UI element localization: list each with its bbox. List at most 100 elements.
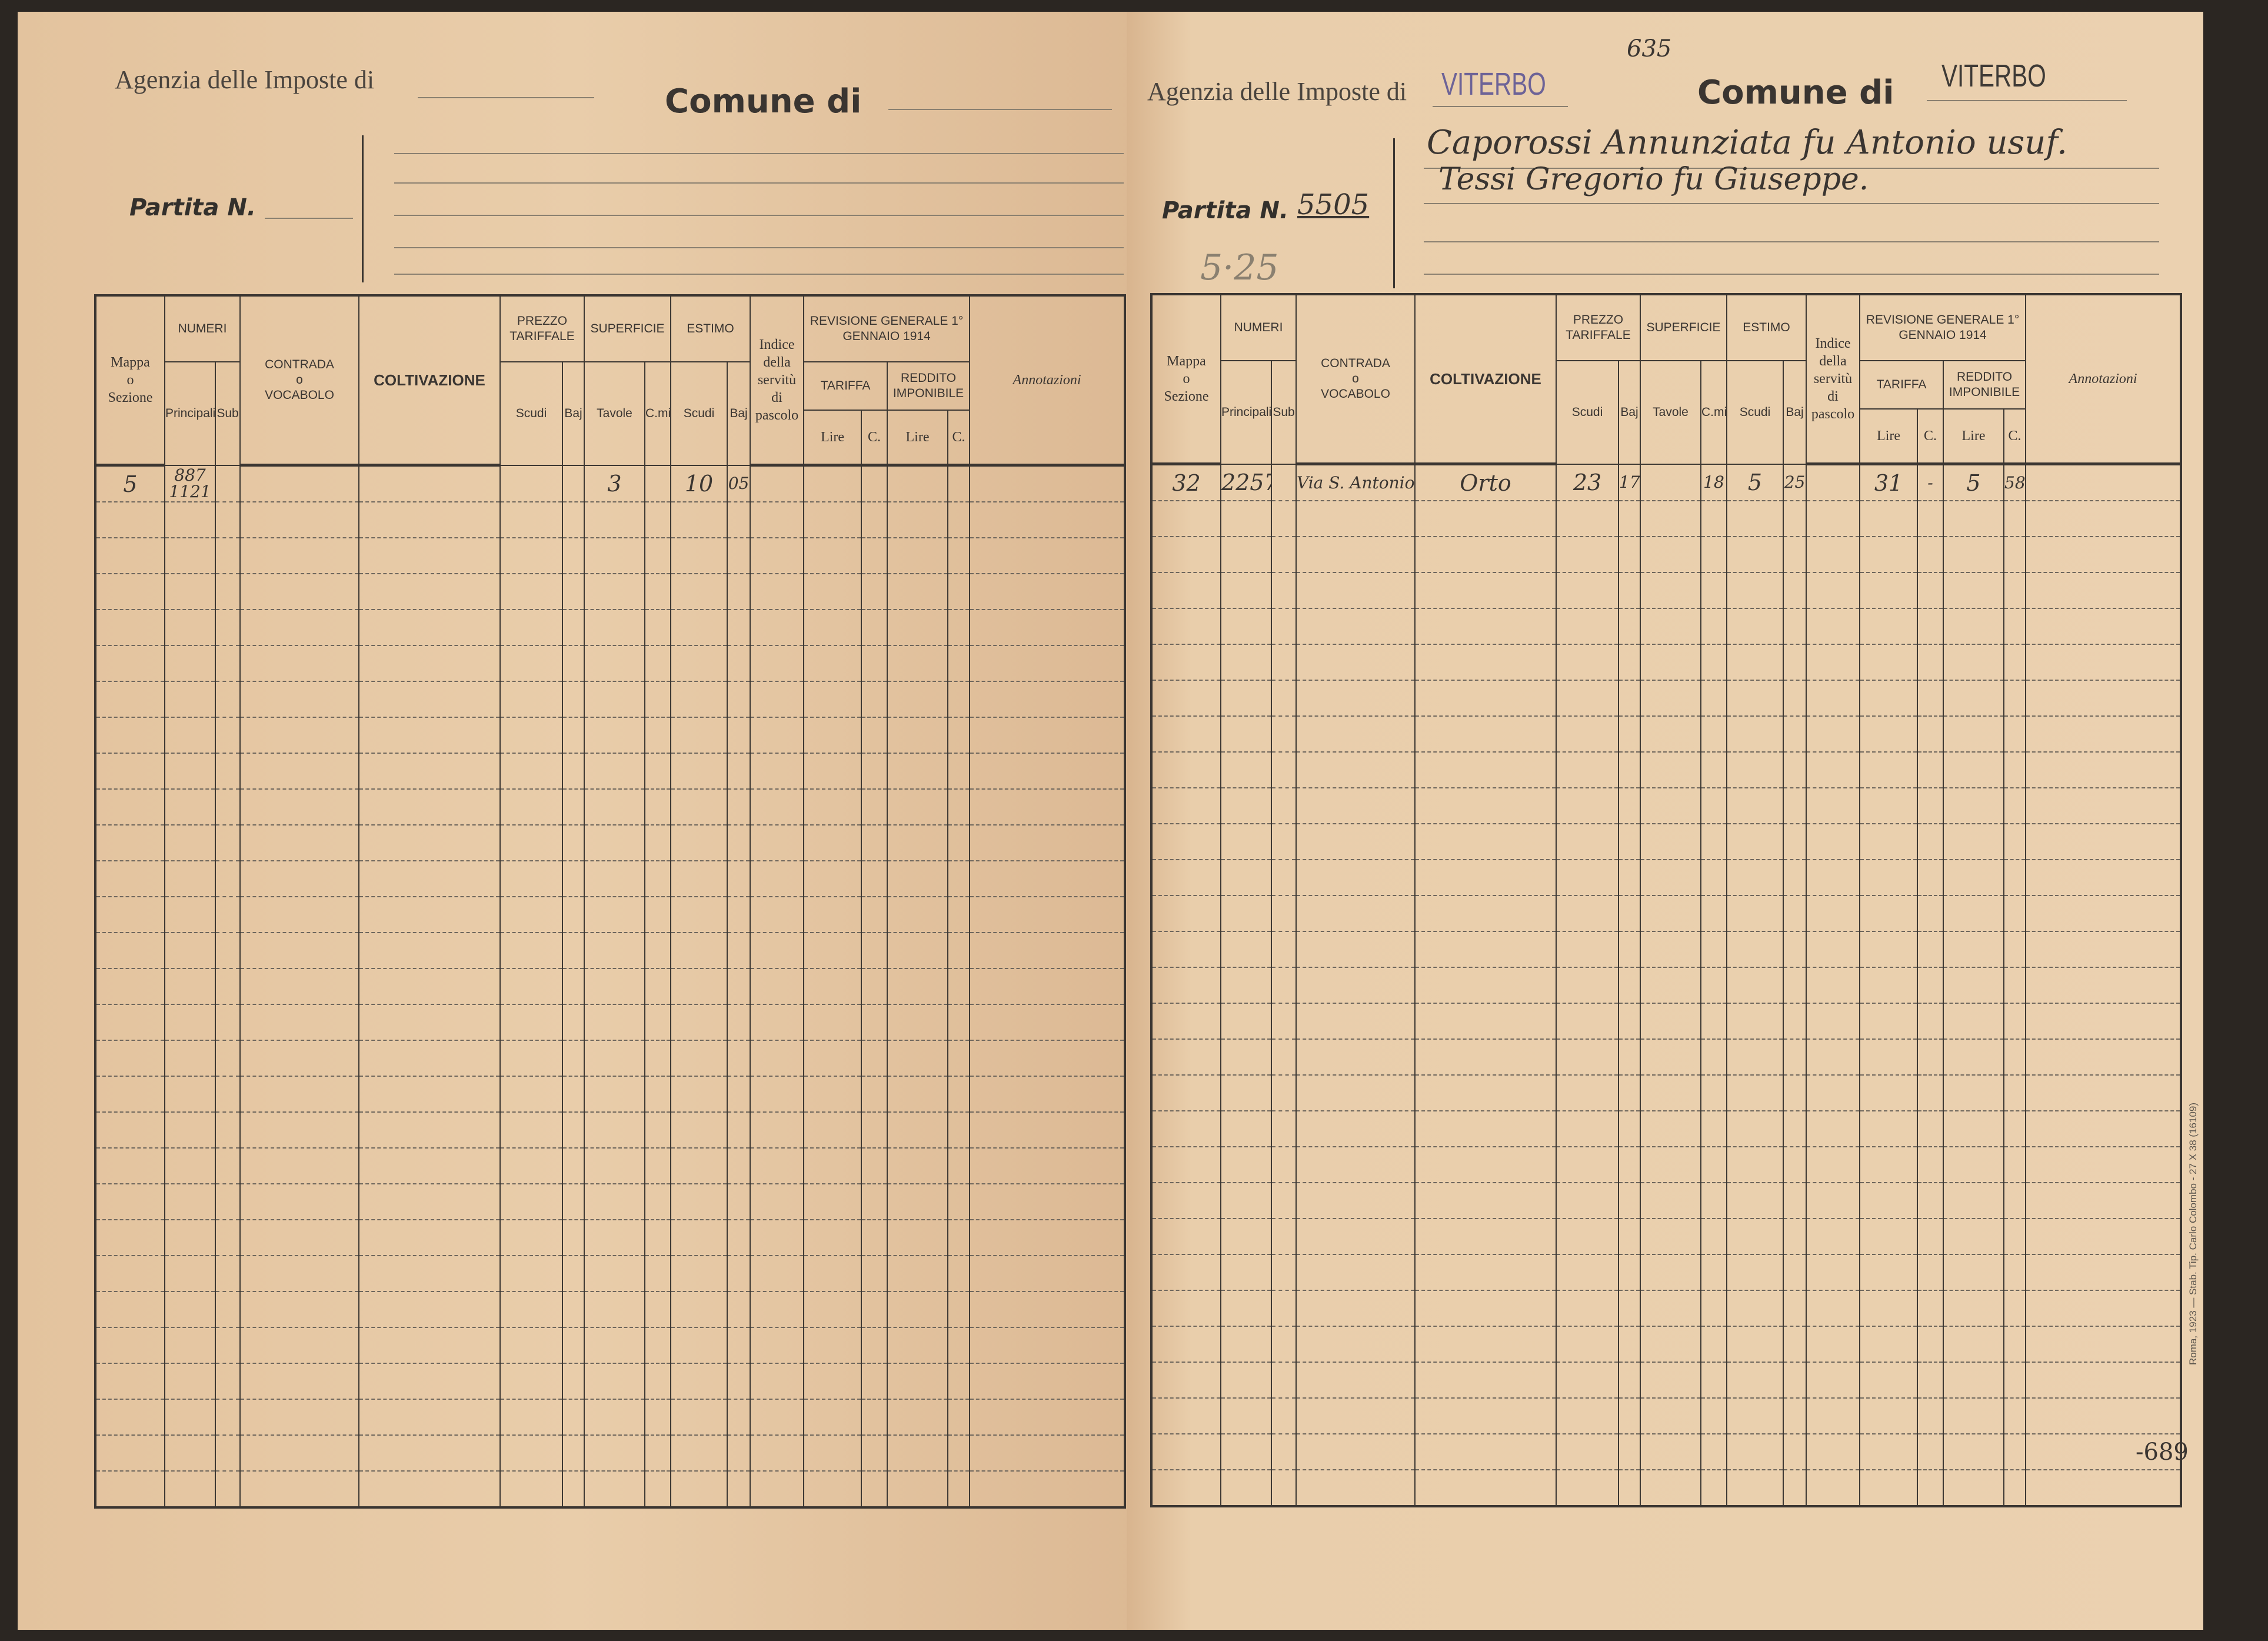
cell-p-baj (1618, 1147, 1641, 1183)
cell-p-baj (562, 1112, 585, 1149)
cell-cmi (1700, 644, 1727, 681)
cell-e-scudi (670, 1256, 728, 1292)
cell-t-lire (1859, 1254, 1919, 1291)
cell-principali (164, 610, 216, 646)
cell-e-baj: 25 (1782, 464, 1807, 501)
col-reddito-lire: Lire (887, 410, 949, 467)
col-estimo-baj: Baj (726, 362, 751, 466)
cell-sub (215, 538, 241, 574)
cell-contrada (1295, 680, 1416, 717)
partita-line (265, 218, 353, 219)
cell-coltivazione (358, 502, 501, 538)
cell-coltivazione (1414, 824, 1557, 860)
cell-principali (1220, 572, 1272, 609)
cell-tavole (1640, 1254, 1701, 1291)
cell-coltivazione (1414, 1290, 1557, 1327)
cell-t-c (1917, 1183, 1944, 1219)
cell-r-c (2003, 1147, 2027, 1183)
cell-e-baj (1782, 1039, 1807, 1076)
cell-sub (1271, 860, 1297, 896)
cell-sub (1271, 1254, 1297, 1291)
owner-line (1424, 203, 2159, 204)
cell-t-lire (1859, 1075, 1919, 1111)
table-row (95, 1435, 1126, 1472)
cell-mappa (1151, 788, 1221, 824)
cell-cmi (1700, 572, 1727, 609)
cell-principali (164, 717, 216, 754)
cell-t-lire (1859, 1362, 1919, 1399)
table-row (95, 1184, 1126, 1220)
cell-principali (164, 1292, 216, 1328)
table-row (1151, 1111, 2182, 1147)
cell-sub (215, 753, 241, 790)
cell-r-c (2003, 716, 2027, 753)
cell-t-c (1917, 680, 1944, 717)
cell-cmi (644, 610, 671, 646)
cell-contrada (239, 1004, 359, 1041)
table-row (95, 1471, 1126, 1508)
cell-indice (750, 1076, 805, 1113)
table-row (95, 1327, 1126, 1364)
cell-annotazioni (2025, 824, 2182, 860)
cell-r-lire (1943, 860, 2005, 896)
cell-p-scudi (1556, 572, 1619, 609)
cell-mappa (95, 1363, 165, 1400)
cell-e-scudi (670, 681, 728, 718)
cell-annotazioni (2025, 1326, 2182, 1363)
cell-t-c (861, 861, 888, 897)
cell-e-scudi (1726, 1326, 1784, 1363)
cell-tavole (1640, 1434, 1701, 1470)
cell-p-scudi (499, 1256, 563, 1292)
cell-e-baj (726, 897, 751, 933)
cell-contrada (1295, 1003, 1416, 1040)
owner-line (1424, 241, 2159, 242)
cell-r-lire (887, 1184, 949, 1220)
cell-coltivazione (358, 465, 501, 502)
cell-t-c (1917, 1039, 1944, 1076)
cell-e-scudi (1726, 1434, 1784, 1470)
cell-p-scudi (499, 933, 563, 969)
cell-e-baj (726, 1256, 751, 1292)
cell-mappa (1151, 1290, 1221, 1327)
cell-principali (1220, 501, 1272, 537)
cell-annotazioni (2025, 752, 2182, 788)
cell-annotazioni (2025, 931, 2182, 968)
cell-principali (164, 1471, 216, 1508)
cell-t-c (861, 645, 888, 682)
cell-principali (164, 681, 216, 718)
cell-contrada (239, 1148, 359, 1184)
cell-t-c (861, 1004, 888, 1041)
cell-indice (1806, 1183, 1861, 1219)
cell-mappa: 32 (1151, 464, 1221, 501)
cell-cmi (1700, 1362, 1727, 1399)
cell-r-c (2003, 608, 2027, 645)
cell-indice (1806, 1470, 1861, 1507)
cell-cmi (644, 1220, 671, 1256)
partita-label: Partita N. (1162, 197, 1289, 224)
cell-e-baj (726, 825, 751, 861)
cell-coltivazione (358, 717, 501, 754)
cell-annotazioni (2025, 788, 2182, 824)
cell-principali (164, 1040, 216, 1077)
cell-mappa (1151, 1111, 1221, 1147)
cell-annotazioni (969, 753, 1126, 790)
cell-p-scudi (499, 1004, 563, 1041)
table-row (95, 897, 1126, 933)
cell-e-scudi (1726, 644, 1784, 681)
cell-indice (1806, 1434, 1861, 1470)
cell-t-lire (1859, 716, 1919, 753)
cell-r-lire (1943, 1183, 2005, 1219)
cell-principali (164, 1076, 216, 1113)
cell-p-scudi (1556, 1470, 1619, 1507)
col-contrada: CONTRADA o VOCABOLO (239, 295, 359, 467)
owner-line (1424, 274, 2159, 275)
cell-coltivazione (358, 1435, 501, 1472)
cell-e-scudi (670, 1004, 728, 1041)
cell-e-scudi (1726, 788, 1784, 824)
cell-r-lire (1943, 1470, 2005, 1507)
header-row: Mappa o Sezione NUMERI CONTRADA o VOCABOLO COLT… (95, 295, 1126, 467)
table-row (1151, 501, 2182, 537)
cell-e-scudi (670, 502, 728, 538)
cell-p-scudi (499, 1292, 563, 1328)
cell-coltivazione (1414, 1326, 1557, 1363)
